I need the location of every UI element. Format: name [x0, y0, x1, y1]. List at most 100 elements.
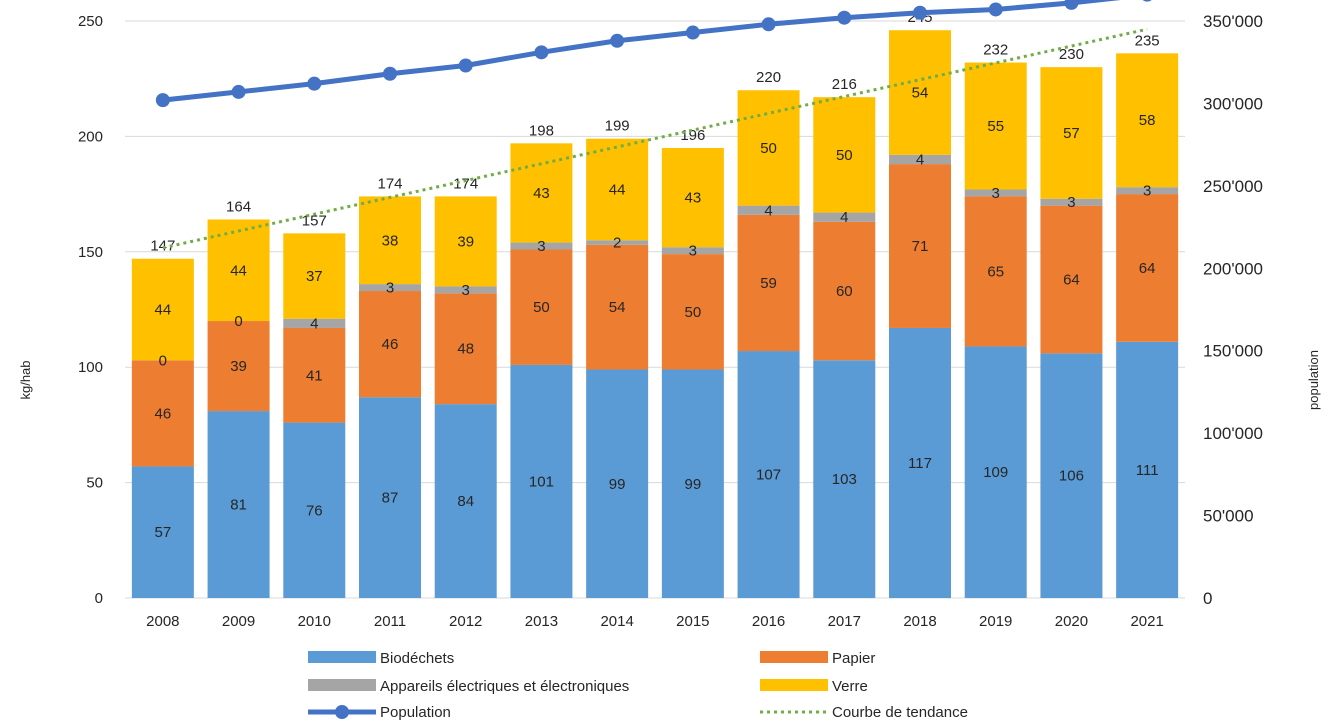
bar-segment — [586, 369, 649, 598]
bar-value-label: 106 — [1059, 468, 1084, 485]
bar-total-label: 230 — [1059, 46, 1084, 63]
bar-total-label: 174 — [377, 175, 402, 192]
population-marker — [988, 2, 1003, 17]
bar-value-label: 3 — [689, 243, 697, 260]
x-tick-label: 2013 — [525, 613, 558, 630]
bar-value-label: 71 — [912, 238, 929, 255]
bar-segment — [434, 293, 497, 405]
bar-value-label: 101 — [529, 473, 554, 490]
bar-value-label: 2 — [613, 235, 621, 252]
bar-value-label: 39 — [457, 233, 474, 250]
bar-segment — [813, 360, 876, 598]
population-marker — [458, 58, 473, 73]
bar-total-label: 199 — [605, 118, 630, 135]
data-labels: 5746044147813904416476414371578746338174… — [150, 9, 1159, 541]
bar-value-label: 50 — [685, 304, 702, 321]
bar-value-label: 57 — [155, 524, 172, 541]
bar-value-label: 99 — [609, 476, 626, 493]
y2-tick-label: 150'000 — [1203, 342, 1263, 361]
bar-segment — [889, 30, 951, 155]
bar-value-label: 37 — [306, 268, 323, 285]
bar-value-label: 44 — [609, 181, 626, 198]
bar-value-label: 111 — [1136, 462, 1159, 479]
y2-tick-label: 350'000 — [1203, 12, 1263, 31]
bar-segment — [434, 404, 497, 598]
legend-label: Courbe de tendance — [832, 704, 968, 721]
bar-value-label: 50 — [836, 147, 853, 164]
bar-segment — [964, 62, 1027, 190]
bar-segment — [283, 422, 346, 598]
bar-segment — [661, 247, 724, 255]
bar-value-label: 48 — [457, 341, 474, 358]
bar-value-label: 38 — [382, 232, 399, 249]
legend-label: Appareils électriques et électroniques — [380, 678, 629, 695]
bar-segment — [283, 318, 346, 328]
bar-total-label: 147 — [150, 238, 175, 255]
y-tick-label: 50 — [86, 475, 103, 492]
bar-total-label: 216 — [832, 76, 857, 93]
bar-value-label: 43 — [533, 185, 550, 202]
y2-tick-label: 250'000 — [1203, 177, 1263, 196]
bar-segment — [737, 351, 800, 598]
bar-value-label: 3 — [1067, 194, 1075, 211]
bar-segment — [434, 286, 497, 294]
bar-value-label: 4 — [310, 315, 318, 332]
bar-segment — [1116, 341, 1179, 598]
bar-segment — [359, 196, 421, 285]
bar-total-label: 164 — [226, 198, 251, 215]
bar-segment — [889, 327, 951, 598]
bar-segment — [510, 249, 573, 365]
y-tick-label: 0 — [95, 590, 103, 607]
bar-value-label: 41 — [306, 367, 323, 384]
legend-swatch-marker — [335, 705, 349, 719]
bar-segment — [1040, 353, 1103, 598]
bar-segment — [131, 360, 194, 467]
bar-segment — [1116, 194, 1179, 342]
bar-total-label: 220 — [756, 69, 781, 86]
bar-value-label: 84 — [457, 493, 474, 510]
bar-value-label: 55 — [987, 118, 1004, 135]
bar-segment — [889, 164, 951, 328]
bar-value-label: 4 — [840, 209, 848, 226]
legend-swatch — [308, 651, 376, 663]
bar-value-label: 3 — [462, 282, 470, 299]
bar-segment — [586, 240, 649, 245]
bar-segment — [813, 221, 876, 361]
bar-segment — [964, 189, 1027, 197]
bar-segment — [359, 284, 421, 292]
bar-value-label: 3 — [386, 280, 394, 297]
legend-label: Papier — [832, 650, 875, 667]
trend-line — [162, 27, 1148, 250]
bar-value-label: 76 — [306, 502, 323, 519]
bar-value-label: 64 — [1139, 260, 1156, 277]
y-axis-title: kg/hab — [18, 360, 33, 399]
population-marker — [1064, 0, 1079, 10]
population-marker — [685, 25, 700, 40]
bar-segment — [359, 291, 421, 398]
bar-value-label: 0 — [159, 352, 167, 369]
bar-value-label: 107 — [756, 467, 781, 484]
x-tick-label: 2020 — [1055, 613, 1088, 630]
x-tick-label: 2012 — [449, 613, 482, 630]
y2-tick-label: 0 — [1203, 589, 1212, 608]
x-tick-label: 2016 — [752, 613, 785, 630]
bar-value-label: 57 — [1063, 125, 1080, 142]
bar-segment — [737, 205, 800, 215]
x-tick-label: 2014 — [600, 613, 633, 630]
bar-segment — [207, 411, 270, 598]
bar-total-label: 232 — [983, 42, 1008, 59]
bar-segment — [964, 196, 1027, 347]
population-marker — [1142, 0, 1152, 2]
axes: 050100150200250050'000100'000150'000200'… — [78, 12, 1263, 630]
bar-segment — [586, 138, 649, 241]
bar-value-label: 103 — [832, 471, 857, 488]
bar-segment — [131, 258, 194, 361]
y2-axis-title: population — [1306, 350, 1321, 410]
bar-segment — [813, 97, 876, 213]
bar-value-label: 50 — [533, 299, 550, 316]
legend-swatch — [308, 679, 376, 691]
bar-value-label: 43 — [685, 190, 702, 207]
bar-value-label: 3 — [537, 238, 545, 255]
x-tick-label: 2019 — [979, 613, 1012, 630]
